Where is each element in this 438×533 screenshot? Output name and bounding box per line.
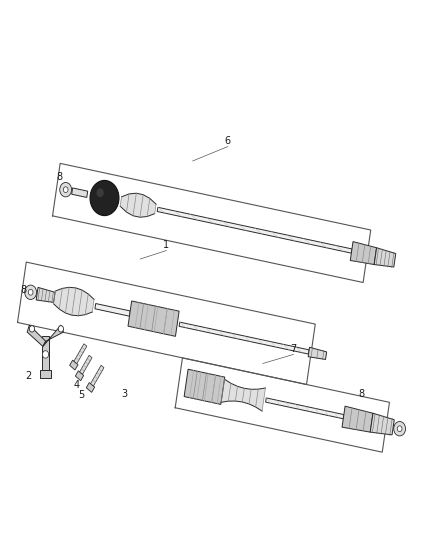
Polygon shape — [221, 379, 265, 411]
Circle shape — [29, 326, 35, 332]
Text: 4: 4 — [74, 380, 80, 390]
Text: 2: 2 — [25, 371, 32, 381]
Polygon shape — [184, 369, 225, 405]
Text: 1: 1 — [163, 240, 170, 250]
Polygon shape — [370, 413, 394, 435]
Text: 8: 8 — [359, 390, 365, 399]
Polygon shape — [40, 370, 51, 378]
Text: 5: 5 — [78, 391, 84, 400]
Polygon shape — [43, 325, 64, 346]
Polygon shape — [86, 383, 95, 392]
Polygon shape — [53, 287, 94, 316]
Circle shape — [96, 188, 104, 197]
Circle shape — [90, 180, 119, 215]
Polygon shape — [42, 336, 49, 370]
Polygon shape — [308, 348, 327, 359]
Text: 8: 8 — [56, 172, 62, 182]
Polygon shape — [95, 303, 130, 316]
Circle shape — [64, 187, 68, 192]
Polygon shape — [36, 287, 55, 302]
Polygon shape — [157, 207, 352, 253]
Text: 6: 6 — [225, 136, 231, 146]
Polygon shape — [342, 406, 373, 432]
Circle shape — [25, 285, 36, 300]
Circle shape — [42, 351, 49, 358]
Polygon shape — [179, 322, 309, 354]
Text: 3: 3 — [122, 390, 128, 399]
Circle shape — [58, 326, 64, 332]
Polygon shape — [374, 248, 396, 267]
Polygon shape — [350, 241, 377, 264]
Polygon shape — [128, 301, 179, 336]
Circle shape — [397, 426, 402, 432]
Polygon shape — [74, 344, 87, 364]
Polygon shape — [27, 325, 46, 346]
Polygon shape — [75, 371, 84, 381]
Circle shape — [28, 289, 33, 295]
Polygon shape — [80, 356, 92, 374]
Text: 8: 8 — [20, 286, 26, 295]
Polygon shape — [72, 188, 88, 197]
Polygon shape — [120, 193, 156, 217]
Circle shape — [394, 422, 406, 436]
Polygon shape — [70, 360, 78, 370]
Circle shape — [60, 182, 71, 197]
Polygon shape — [265, 398, 344, 419]
Text: 7: 7 — [290, 344, 297, 354]
Polygon shape — [91, 365, 104, 386]
